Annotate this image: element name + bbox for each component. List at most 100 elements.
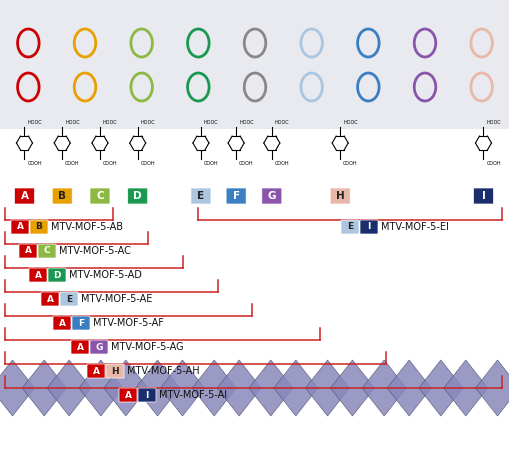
Polygon shape [135,360,179,416]
Text: A: A [46,294,53,304]
Text: HOOC: HOOC [140,120,155,125]
FancyBboxPatch shape [90,340,108,354]
Text: MTV-MOF-5-AD: MTV-MOF-5-AD [69,270,142,280]
Polygon shape [418,360,462,416]
Text: HOOC: HOOC [343,120,357,125]
Text: D: D [53,270,61,280]
FancyBboxPatch shape [190,188,211,204]
FancyBboxPatch shape [261,188,281,204]
Text: COOH: COOH [204,161,218,166]
FancyBboxPatch shape [29,268,47,282]
FancyBboxPatch shape [106,364,124,378]
Polygon shape [217,360,261,416]
Text: A: A [59,318,65,328]
Text: A: A [24,246,32,255]
Text: B: B [58,191,66,201]
FancyBboxPatch shape [11,220,29,234]
Text: E: E [197,191,204,201]
Polygon shape [330,360,374,416]
FancyBboxPatch shape [90,188,110,204]
Text: COOH: COOH [27,161,42,166]
Polygon shape [79,360,123,416]
Text: MTV-MOF-5-AE: MTV-MOF-5-AE [81,294,153,304]
Text: COOH: COOH [140,161,155,166]
Bar [0,0,509,130]
Polygon shape [22,360,66,416]
Text: A: A [16,222,23,231]
Text: HOOC: HOOC [486,120,500,125]
Text: B: B [36,222,42,231]
Text: HOOC: HOOC [103,120,118,125]
Text: E: E [346,222,352,231]
Text: MTV-MOF-5-AF: MTV-MOF-5-AF [93,318,164,328]
Polygon shape [160,360,204,416]
Text: MTV-MOF-5-AG: MTV-MOF-5-AG [111,342,184,352]
Polygon shape [248,360,292,416]
Text: A: A [92,366,99,376]
Text: COOH: COOH [486,161,500,166]
Text: A: A [20,191,29,201]
Bar [0,0,509,155]
Text: C: C [44,246,50,255]
Text: G: G [95,342,102,352]
Text: D: D [133,191,142,201]
FancyBboxPatch shape [52,188,72,204]
Polygon shape [104,360,148,416]
Text: I: I [366,222,370,231]
Text: A: A [76,342,83,352]
Text: H: H [111,366,119,376]
Polygon shape [474,360,509,416]
Text: HOOC: HOOC [239,120,253,125]
Text: HOOC: HOOC [27,120,42,125]
Text: MTV-MOF-5-AI: MTV-MOF-5-AI [159,390,227,400]
FancyBboxPatch shape [472,188,493,204]
FancyBboxPatch shape [119,388,137,402]
Text: MTV-MOF-5-AB: MTV-MOF-5-AB [51,222,123,232]
Bar [0,129,509,155]
Text: HOOC: HOOC [204,120,218,125]
Polygon shape [443,360,487,416]
Text: COOH: COOH [65,161,80,166]
Text: I: I [480,191,485,201]
Polygon shape [0,360,35,416]
Text: I: I [145,390,149,400]
Polygon shape [386,360,430,416]
FancyBboxPatch shape [41,292,59,306]
Polygon shape [273,360,317,416]
Text: F: F [78,318,84,328]
FancyBboxPatch shape [329,188,350,204]
Text: COOH: COOH [343,161,357,166]
FancyBboxPatch shape [225,188,246,204]
Text: COOH: COOH [239,161,253,166]
FancyBboxPatch shape [30,220,48,234]
FancyBboxPatch shape [138,388,156,402]
FancyBboxPatch shape [87,364,105,378]
Text: HOOC: HOOC [65,120,80,125]
Text: HOOC: HOOC [274,120,289,125]
Text: COOH: COOH [274,161,289,166]
Text: E: E [66,294,72,304]
FancyBboxPatch shape [60,292,78,306]
FancyBboxPatch shape [71,340,89,354]
Text: H: H [335,191,344,201]
Text: MTV-MOF-5-AC: MTV-MOF-5-AC [60,246,131,256]
FancyBboxPatch shape [38,244,56,258]
Text: A: A [35,270,41,280]
Polygon shape [47,360,91,416]
FancyBboxPatch shape [53,316,71,330]
FancyBboxPatch shape [19,244,37,258]
Polygon shape [305,360,349,416]
Polygon shape [361,360,405,416]
Text: COOH: COOH [103,161,118,166]
Polygon shape [192,360,236,416]
Text: MTV-MOF-5-EI: MTV-MOF-5-EI [381,222,448,232]
FancyBboxPatch shape [127,188,148,204]
Text: MTV-MOF-5-AH: MTV-MOF-5-AH [127,366,200,376]
FancyBboxPatch shape [14,188,35,204]
Text: F: F [232,191,239,201]
FancyBboxPatch shape [359,220,377,234]
Text: C: C [96,191,103,201]
FancyBboxPatch shape [341,220,358,234]
Text: G: G [267,191,275,201]
FancyBboxPatch shape [48,268,66,282]
